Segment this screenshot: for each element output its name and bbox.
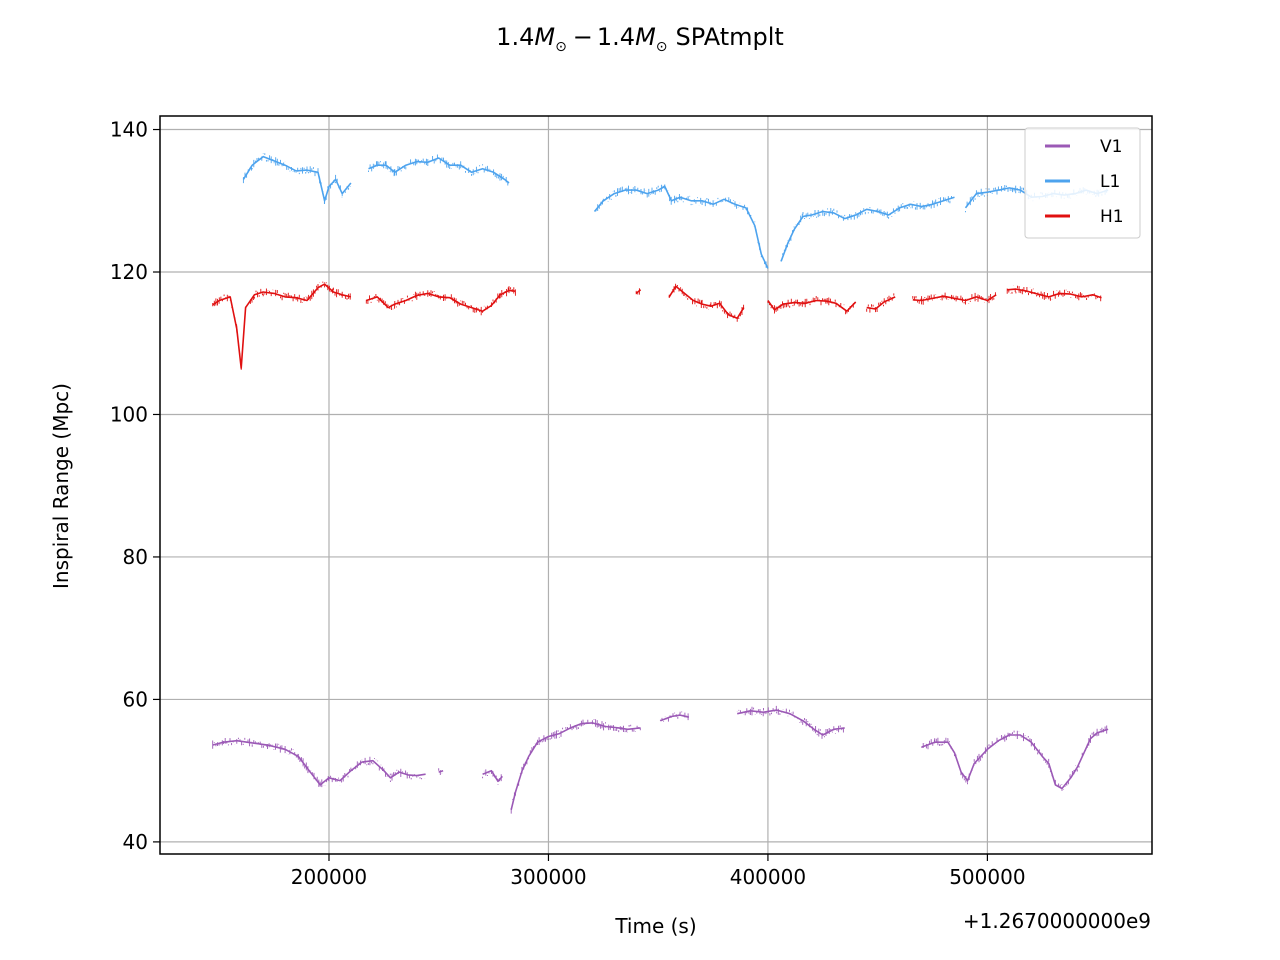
legend-label-V1: V1 bbox=[1100, 137, 1122, 157]
x-axis-offset-label: +1.2670000000e9 bbox=[963, 909, 1151, 933]
x-tick-label: 400000 bbox=[730, 865, 806, 889]
series-noise-H1 bbox=[635, 288, 640, 295]
series-noise-V1 bbox=[438, 768, 443, 775]
series-noise-H1 bbox=[767, 296, 856, 315]
x-tick-label: 300000 bbox=[510, 865, 586, 889]
legend-label-L1: L1 bbox=[1100, 172, 1120, 192]
series-line-V1 bbox=[438, 769, 444, 773]
y-tick-label: 120 bbox=[110, 260, 148, 284]
y-tick-label: 40 bbox=[123, 830, 148, 854]
series-noise-V1 bbox=[212, 737, 426, 788]
legend-box bbox=[1024, 127, 1141, 239]
series-noise-V1 bbox=[736, 705, 844, 739]
series-noise-H1 bbox=[866, 293, 895, 313]
y-tick-label: 140 bbox=[110, 118, 148, 142]
series-noise-H1 bbox=[1006, 285, 1102, 302]
y-axis-label: Inspiral Range (Mpc) bbox=[49, 383, 73, 589]
series-line-L1 bbox=[368, 157, 510, 184]
series-noise-H1 bbox=[668, 283, 745, 322]
series-noise-L1 bbox=[595, 184, 767, 268]
series-noise-L1 bbox=[242, 153, 351, 204]
series-line-V1 bbox=[212, 739, 426, 786]
series-noise-H1 bbox=[912, 292, 996, 305]
series-line-H1 bbox=[866, 296, 896, 310]
series-noise-V1 bbox=[921, 725, 1108, 791]
series-line-H1 bbox=[635, 289, 642, 295]
x-axis-label: Time (s) bbox=[614, 914, 696, 938]
series-noise-V1 bbox=[659, 711, 689, 722]
series-V1 bbox=[212, 705, 1109, 814]
y-tick-label: 80 bbox=[123, 545, 148, 569]
series-noise-H1 bbox=[212, 281, 351, 370]
series-line-H1 bbox=[1007, 288, 1102, 299]
plot-area bbox=[159, 115, 1153, 855]
chart-title: 1.4M⊙ −1.4M⊙ SPAtmplt bbox=[496, 23, 784, 55]
series-H1 bbox=[212, 281, 1102, 370]
y-axis: 40 60 80 100 120 140 bbox=[110, 118, 160, 854]
grid bbox=[160, 116, 1152, 854]
series-noise-V1 bbox=[510, 719, 641, 814]
series-line-H1 bbox=[912, 294, 997, 302]
y-tick-label: 100 bbox=[110, 402, 148, 426]
x-tick-label: 500000 bbox=[949, 865, 1025, 889]
x-tick-label: 200000 bbox=[291, 865, 367, 889]
series-noise-V1 bbox=[482, 769, 502, 785]
series-noise-L1 bbox=[368, 154, 509, 186]
series-line-V1 bbox=[510, 722, 641, 810]
legend: V1 L1 H1 bbox=[1024, 127, 1141, 239]
series-noise-H1 bbox=[365, 286, 516, 316]
legend-label-H1: H1 bbox=[1100, 207, 1124, 227]
x-axis: 200000 300000 400000 500000 bbox=[291, 854, 1026, 889]
y-tick-label: 60 bbox=[123, 687, 148, 711]
